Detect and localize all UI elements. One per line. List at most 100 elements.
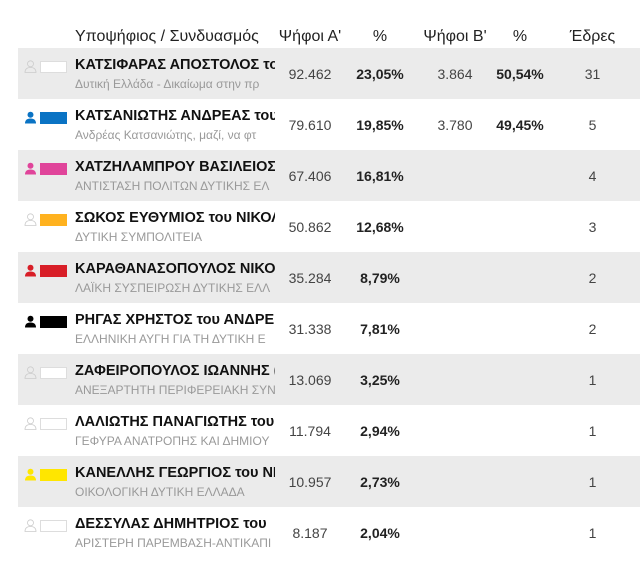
candidate-cell[interactable]: ΚΑΤΣΙΦΑΡΑΣ ΑΠΟΣΤΟΛΟΣ του Δυτική Ελλάδα - … <box>75 48 275 99</box>
party-name: ΑΝΕΞΑΡΤΗΤΗ ΠΕΡΙΦΕΡΕΙΑΚΗ ΣΥΝ <box>75 382 275 397</box>
party-name: ΟΙΚΟΛΟΓΙΚΗ ΔΥΤΙΚΗ ΕΛΛΑΔΑ <box>75 484 245 499</box>
table-row[interactable]: ΚΑΤΣΙΦΑΡΑΣ ΑΠΟΣΤΟΛΟΣ του Δυτική Ελλάδα - … <box>18 48 640 99</box>
pct-b <box>495 303 545 354</box>
pct-b <box>495 252 545 303</box>
votes-b <box>415 303 495 354</box>
party-name: ΓΕΦΥΡΑ ΑΝΑΤΡΟΠΗΣ ΚΑΙ ΔΗΜΙΟΥ <box>75 433 270 448</box>
pct-a: 12,68% <box>356 218 404 235</box>
pct-a: 3,25% <box>360 371 400 388</box>
candidate-name[interactable]: ΚΑΤΣΑΝΙΩΤΗΣ ΑΝΔΡΕΑΣ του <box>75 107 275 124</box>
votes-b <box>415 405 495 456</box>
table-row[interactable]: ΡΗΓΑΣ ΧΡΗΣΤΟΣ του ΑΝΔΡΕ ΕΛΛΗΝΙΚΗ ΑΥΓΗ ΓΙΑ… <box>18 303 640 354</box>
table-row[interactable]: ΛΑΛΙΩΤΗΣ ΠΑΝΑΓΙΩΤΗΣ του ΓΕΦΥΡΑ ΑΝΑΤΡΟΠΗΣ … <box>18 405 640 456</box>
votes-a: 67.406 <box>288 167 332 184</box>
person-icon <box>24 213 37 226</box>
votes-a: 11.794 <box>289 422 331 439</box>
candidate-name[interactable]: ΚΑΡΑΘΑΝΑΣΟΠΟΥΛΟΣ ΝΙΚΟΛ <box>75 260 275 277</box>
person-icon <box>24 519 37 532</box>
pct-a: 8,79% <box>360 269 400 286</box>
person-icon <box>25 264 36 277</box>
candidate-cell[interactable]: ΚΑΡΑΘΑΝΑΣΟΠΟΥΛΟΣ ΝΙΚΟΛ ΛΑΪΚΗ ΣΥΣΠΕΙΡΩΣΗ Δ… <box>75 252 275 303</box>
table-row[interactable]: ΖΑΦΕΙΡΟΠΟΥΛΟΣ ΙΩΑΝΝΗΣ ( ΑΝΕΞΑΡΤΗΤΗ ΠΕΡΙΦΕ… <box>18 354 640 405</box>
candidate-cell[interactable]: ΣΩΚΟΣ ΕΥΘΥΜΙΟΣ του ΝΙΚΟΛ ΔΥΤΙΚΗ ΣΥΜΠΟΛΙΤΕ… <box>75 201 275 252</box>
seats: 1 <box>588 524 597 541</box>
party-color-swatch <box>40 469 67 481</box>
header-candidate[interactable]: Υποψήφιος / Συνδυασμός <box>75 28 259 45</box>
icon-cell <box>18 354 75 405</box>
votes-b <box>415 456 495 507</box>
candidate-cell[interactable]: ΚΑΤΣΑΝΙΩΤΗΣ ΑΝΔΡΕΑΣ του Ανδρέας Κατσανιώτ… <box>75 99 275 150</box>
seats: 1 <box>588 371 597 388</box>
votes-a: 50.862 <box>288 218 332 235</box>
party-name: ΑΝΤΙΣΤΑΣΗ ΠΟΛΙΤΩΝ ΔΥΤΙΚΗΣ ΕΛ <box>75 178 270 193</box>
table-row[interactable]: ΣΩΚΟΣ ΕΥΘΥΜΙΟΣ του ΝΙΚΟΛ ΔΥΤΙΚΗ ΣΥΜΠΟΛΙΤΕ… <box>18 201 640 252</box>
party-color-swatch <box>40 418 67 430</box>
votes-b <box>415 252 495 303</box>
party-color-swatch <box>40 112 67 124</box>
candidate-cell[interactable]: ΖΑΦΕΙΡΟΠΟΥΛΟΣ ΙΩΑΝΝΗΣ ( ΑΝΕΞΑΡΤΗΤΗ ΠΕΡΙΦΕ… <box>75 354 275 405</box>
candidate-cell[interactable]: ΧΑΤΖΗΛΑΜΠΡΟΥ ΒΑΣΙΛΕΙΟΣ ΑΝΤΙΣΤΑΣΗ ΠΟΛΙΤΩΝ … <box>75 150 275 201</box>
votes-a: 8.187 <box>292 524 328 541</box>
pct-b <box>495 405 545 456</box>
header-pct-a[interactable]: % <box>372 28 388 45</box>
pct-a: 2,04% <box>360 524 400 541</box>
candidate-cell[interactable]: ΡΗΓΑΣ ΧΡΗΣΤΟΣ του ΑΝΔΡΕ ΕΛΛΗΝΙΚΗ ΑΥΓΗ ΓΙΑ… <box>75 303 275 354</box>
seats: 4 <box>588 167 597 184</box>
party-color-swatch <box>40 316 67 328</box>
candidate-name[interactable]: ΧΑΤΖΗΛΑΜΠΡΟΥ ΒΑΣΙΛΕΙΟΣ <box>75 158 275 175</box>
table-row[interactable]: ΧΑΤΖΗΛΑΜΠΡΟΥ ΒΑΣΙΛΕΙΟΣ ΑΝΤΙΣΤΑΣΗ ΠΟΛΙΤΩΝ … <box>18 150 640 201</box>
candidate-name[interactable]: ΡΗΓΑΣ ΧΡΗΣΤΟΣ του ΑΝΔΡΕ <box>75 311 275 328</box>
candidate-cell[interactable]: ΛΑΛΙΩΤΗΣ ΠΑΝΑΓΙΩΤΗΣ του ΓΕΦΥΡΑ ΑΝΑΤΡΟΠΗΣ … <box>75 405 275 456</box>
candidate-name[interactable]: ΖΑΦΕΙΡΟΠΟΥΛΟΣ ΙΩΑΝΝΗΣ ( <box>75 362 275 379</box>
party-color-swatch <box>40 163 67 175</box>
candidate-name[interactable]: ΔΕΣΣΥΛΑΣ ΔΗΜΗΤΡΙΟΣ του <box>75 515 267 532</box>
table-row[interactable]: ΚΑΤΣΑΝΙΩΤΗΣ ΑΝΔΡΕΑΣ του Ανδρέας Κατσανιώτ… <box>18 99 640 150</box>
person-icon <box>25 468 36 481</box>
pct-b <box>495 354 545 405</box>
header-votes-b[interactable]: Ψήφοι Β' <box>423 28 487 45</box>
votes-a: 31.338 <box>288 320 332 337</box>
table-row[interactable]: ΔΕΣΣΥΛΑΣ ΔΗΜΗΤΡΙΟΣ του ΑΡΙΣΤΕΡΗ ΠΑΡΕΜΒΑΣΗ… <box>18 507 640 558</box>
pct-a: 2,73% <box>360 473 400 490</box>
party-color-swatch <box>40 265 67 277</box>
party-name: ΑΡΙΣΤΕΡΗ ΠΑΡΕΜΒΑΣΗ-ΑΝΤΙΚΑΠΙ <box>75 535 272 550</box>
pct-b <box>495 456 545 507</box>
pct-a: 2,94% <box>360 422 400 439</box>
icon-cell <box>18 99 75 150</box>
person-icon <box>24 60 37 73</box>
table-row[interactable]: ΚΑΡΑΘΑΝΑΣΟΠΟΥΛΟΣ ΝΙΚΟΛ ΛΑΪΚΗ ΣΥΣΠΕΙΡΩΣΗ Δ… <box>18 252 640 303</box>
pct-b <box>495 150 545 201</box>
candidate-cell[interactable]: ΚΑΝΕΛΛΗΣ ΓΕΩΡΓΙΟΣ του ΝΙ ΟΙΚΟΛΟΓΙΚΗ ΔΥΤΙΚ… <box>75 456 275 507</box>
icon-cell <box>18 48 75 99</box>
icon-cell <box>18 405 75 456</box>
votes-b: 3.864 <box>437 65 473 82</box>
pct-b: 50,54% <box>496 65 544 82</box>
header-votes-a[interactable]: Ψήφοι Α' <box>278 28 342 45</box>
icon-cell <box>18 150 75 201</box>
seats: 3 <box>588 218 597 235</box>
votes-b <box>415 150 495 201</box>
header-seats[interactable]: Έδρες <box>569 28 616 45</box>
party-name: ΕΛΛΗΝΙΚΗ ΑΥΓΗ ΓΙΑ ΤΗ ΔΥΤΙΚΗ Ε <box>75 331 266 346</box>
votes-a: 35.284 <box>288 269 332 286</box>
votes-b <box>415 354 495 405</box>
pct-a: 19,85% <box>356 116 404 133</box>
table-row[interactable]: ΚΑΝΕΛΛΗΣ ΓΕΩΡΓΙΟΣ του ΝΙ ΟΙΚΟΛΟΓΙΚΗ ΔΥΤΙΚ… <box>18 456 640 507</box>
pct-a: 7,81% <box>360 320 400 337</box>
header-pct-b[interactable]: % <box>512 28 528 45</box>
person-icon <box>24 417 37 430</box>
party-name: ΛΑΪΚΗ ΣΥΣΠΕΙΡΩΣΗ ΔΥΤΙΚΗΣ ΕΛΛ <box>75 280 271 295</box>
seats: 31 <box>584 65 601 82</box>
candidate-name[interactable]: ΣΩΚΟΣ ΕΥΘΥΜΙΟΣ του ΝΙΚΟΛ <box>75 209 275 226</box>
seats: 5 <box>588 116 597 133</box>
pct-a: 16,81% <box>356 167 404 184</box>
candidate-name[interactable]: ΛΑΛΙΩΤΗΣ ΠΑΝΑΓΙΩΤΗΣ του <box>75 413 275 430</box>
pct-a: 23,05% <box>356 65 404 82</box>
party-color-swatch <box>40 367 67 379</box>
candidate-name[interactable]: ΚΑΝΕΛΛΗΣ ΓΕΩΡΓΙΟΣ του ΝΙ <box>75 464 275 481</box>
icon-cell <box>18 507 75 558</box>
candidate-cell[interactable]: ΔΕΣΣΥΛΑΣ ΔΗΜΗΤΡΙΟΣ του ΑΡΙΣΤΕΡΗ ΠΑΡΕΜΒΑΣΗ… <box>75 507 275 558</box>
votes-b <box>415 507 495 558</box>
candidate-name[interactable]: ΚΑΤΣΙΦΑΡΑΣ ΑΠΟΣΤΟΛΟΣ του <box>75 56 275 73</box>
person-icon <box>24 366 37 379</box>
